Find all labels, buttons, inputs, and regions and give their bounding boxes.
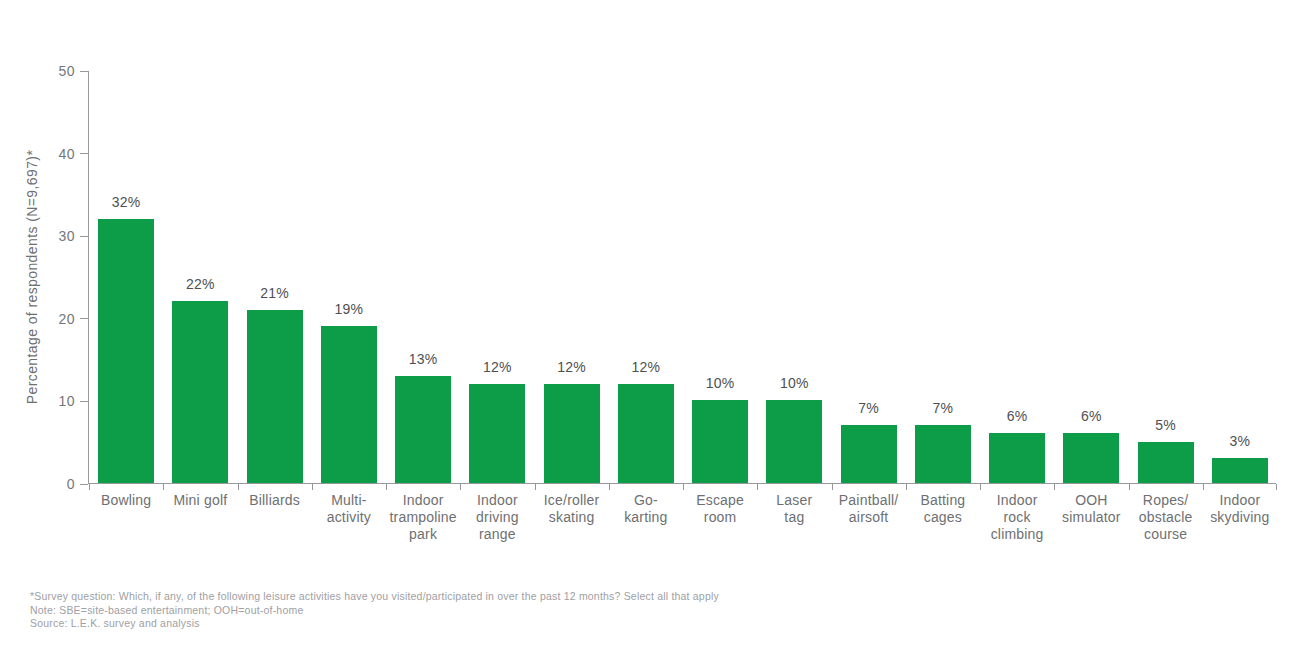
bar-multi-activity — [321, 326, 377, 483]
value-label-indoor-driving-range: 12% — [460, 359, 534, 375]
x-tick-mark — [1203, 484, 1204, 490]
bar-escape-room — [692, 400, 748, 483]
bar-laser-tag — [766, 400, 822, 483]
x-tick-mark — [163, 484, 164, 490]
y-tick-mark-20 — [80, 318, 88, 319]
x-tick-mark — [312, 484, 313, 490]
y-tick-mark-40 — [80, 153, 88, 154]
x-tick-mark — [683, 484, 684, 490]
y-tick-label-0: 0 — [37, 477, 75, 491]
bar-batting-cages — [915, 425, 971, 483]
footnote-survey-question: *Survey question: Which, if any, of the … — [30, 590, 719, 604]
value-label-go-karting: 12% — [609, 359, 683, 375]
value-label-mini-golf: 22% — [163, 276, 237, 292]
bar-bowling — [98, 219, 154, 483]
footnotes: *Survey question: Which, if any, of the … — [30, 590, 719, 631]
y-tick-label-40: 40 — [37, 147, 75, 161]
x-tick-mark — [386, 484, 387, 490]
x-tick-mark — [609, 484, 610, 490]
value-label-indoor-trampoline-park: 13% — [386, 351, 460, 367]
y-axis-title: Percentage of respondents (N=9,697)* — [24, 150, 40, 405]
x-tick-mark — [1129, 484, 1130, 490]
value-label-indoor-rock-climbing: 6% — [980, 408, 1054, 424]
y-tick-mark-50 — [80, 71, 88, 72]
bar-go-karting — [618, 384, 674, 483]
x-tick-mark — [1276, 484, 1277, 490]
y-tick-mark-10 — [80, 401, 88, 402]
bar-ropes-obstacle-course — [1138, 442, 1194, 483]
plot-area: 0102030405032%Bowling22%Mini golf21%Bill… — [88, 71, 1276, 484]
footnote-note: Note: SBE=site-based entertainment; OOH=… — [30, 604, 719, 618]
value-label-ice-roller-skating: 12% — [535, 359, 609, 375]
bar-chart-figure: Percentage of respondents (N=9,697)* 010… — [0, 0, 1300, 650]
x-tick-mark — [89, 484, 90, 490]
x-tick-mark — [906, 484, 907, 490]
y-tick-mark-30 — [80, 236, 88, 237]
x-tick-mark — [1054, 484, 1055, 490]
y-tick-mark-0 — [80, 484, 88, 485]
bar-indoor-rock-climbing — [989, 433, 1045, 483]
bar-paintball-airsoft — [841, 425, 897, 483]
bar-indoor-trampoline-park — [395, 376, 451, 483]
footnote-source: Source: L.E.K. survey and analysis — [30, 617, 719, 631]
value-label-ropes-obstacle-course: 5% — [1129, 417, 1203, 433]
value-label-escape-room: 10% — [683, 375, 757, 391]
value-label-ooh-simulator: 6% — [1054, 408, 1128, 424]
value-label-billiards: 21% — [238, 285, 312, 301]
x-tick-mark — [535, 484, 536, 490]
value-label-indoor-skydiving: 3% — [1203, 433, 1277, 449]
y-tick-label-30: 30 — [37, 229, 75, 243]
bar-mini-golf — [172, 301, 228, 483]
value-label-batting-cages: 7% — [906, 400, 980, 416]
bar-ooh-simulator — [1063, 433, 1119, 483]
category-label-indoor-skydiving: Indoor skydiving — [1195, 492, 1285, 526]
value-label-paintball-airsoft: 7% — [832, 400, 906, 416]
bar-ice-roller-skating — [544, 384, 600, 483]
y-tick-label-50: 50 — [37, 64, 75, 78]
x-tick-mark — [460, 484, 461, 490]
x-tick-mark — [757, 484, 758, 490]
y-tick-label-10: 10 — [37, 394, 75, 408]
bar-indoor-driving-range — [469, 384, 525, 483]
y-tick-label-20: 20 — [37, 312, 75, 326]
value-label-bowling: 32% — [89, 194, 163, 210]
value-label-laser-tag: 10% — [757, 375, 831, 391]
bar-indoor-skydiving — [1212, 458, 1268, 483]
value-label-multi-activity: 19% — [312, 301, 386, 317]
x-tick-mark — [832, 484, 833, 490]
bar-billiards — [247, 310, 303, 483]
x-tick-mark — [980, 484, 981, 490]
x-tick-mark — [238, 484, 239, 490]
